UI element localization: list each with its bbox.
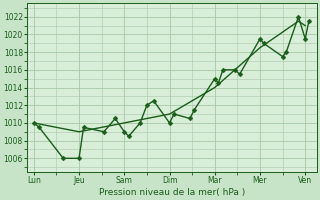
X-axis label: Pression niveau de la mer( hPa ): Pression niveau de la mer( hPa ) <box>99 188 245 197</box>
